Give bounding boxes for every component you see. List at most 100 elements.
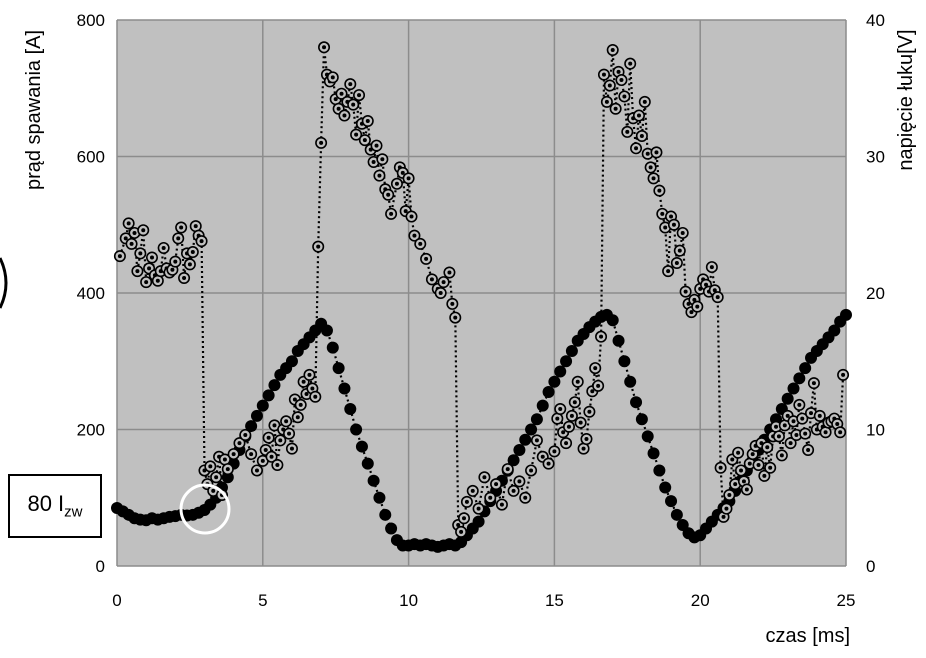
voltage-point [813, 409, 826, 422]
voltage-point [425, 273, 438, 286]
current-point [612, 334, 625, 347]
voltage-point-dot [386, 192, 391, 197]
voltage-point-dot [123, 236, 128, 241]
voltage-point-dot [555, 416, 560, 421]
annotation-prefix: 80 I [27, 491, 65, 517]
voltage-point [519, 491, 532, 504]
voltage-point-dot [272, 423, 277, 428]
voltage-point-dot [406, 176, 411, 181]
voltage-point [525, 464, 538, 477]
y-left-tick-label: 0 [96, 557, 105, 576]
voltage-point-dot [762, 473, 767, 478]
voltage-point [638, 95, 651, 108]
current-point [565, 345, 578, 358]
voltage-point-dot [648, 165, 653, 170]
voltage-point-dot [803, 431, 808, 436]
voltage-point-dot [800, 416, 805, 421]
voltage-point-dot [176, 236, 181, 241]
voltage-point-dot [225, 467, 230, 472]
x-axis-title: czas [ms] [766, 625, 850, 647]
voltage-point-dot [756, 462, 761, 467]
voltage-point-dot [144, 280, 149, 285]
voltage-point [711, 291, 724, 304]
current-point [554, 365, 567, 378]
voltage-point-dot [619, 78, 624, 83]
voltage-point [732, 446, 745, 459]
voltage-point-dot [409, 214, 414, 219]
voltage-point-dot [572, 400, 577, 405]
voltage-point-dot [671, 222, 676, 227]
voltage-point-dot [310, 386, 315, 391]
x-tick-label: 20 [691, 591, 710, 610]
voltage-point-dot [634, 146, 639, 151]
voltage-point [597, 68, 610, 81]
voltage-point-dot [724, 506, 729, 511]
voltage-point-dot [494, 482, 499, 487]
current-point [256, 399, 269, 412]
voltage-point [134, 247, 147, 260]
voltage-point [204, 460, 217, 473]
y-axis-left-title: prąd spawania [A] [23, 30, 45, 190]
voltage-point-dot [806, 447, 811, 452]
voltage-point [647, 172, 660, 185]
voltage-point [530, 434, 543, 447]
voltage-point-dot [727, 493, 732, 498]
voltage-point [449, 311, 462, 324]
voltage-point [472, 502, 485, 515]
current-point [250, 409, 263, 422]
voltage-point [113, 250, 126, 263]
voltage-point-dot [141, 228, 146, 233]
voltage-point [347, 98, 360, 111]
current-point [840, 308, 852, 321]
voltage-point-dot [607, 83, 612, 88]
y-left-tick-label: 400 [77, 284, 105, 303]
voltage-point-dot [558, 407, 563, 412]
voltage-point [644, 161, 657, 174]
voltage-point [405, 210, 418, 223]
voltage-point-dot [450, 301, 455, 306]
voltage-point [367, 155, 380, 168]
voltage-point [735, 464, 748, 477]
voltage-point-dot [278, 438, 283, 443]
voltage-point-dot [190, 250, 195, 255]
voltage-point [245, 448, 258, 461]
voltage-point-dot [779, 453, 784, 458]
voltage-point [125, 237, 138, 250]
voltage-point-dot [339, 91, 344, 96]
voltage-point-dot [654, 150, 659, 155]
voltage-point-dot [132, 230, 137, 235]
voltage-point [434, 286, 447, 299]
voltage-point [740, 483, 753, 496]
voltage-point [600, 95, 613, 108]
current-point [624, 375, 637, 388]
voltage-point [495, 498, 508, 511]
voltage-point-dot [610, 48, 615, 53]
voltage-point-dot [374, 143, 379, 148]
current-point [606, 314, 619, 327]
voltage-point [265, 450, 278, 463]
current-point [245, 420, 258, 433]
voltage-point [186, 246, 199, 259]
voltage-point-dot [354, 132, 359, 137]
voltage-point-dot [791, 419, 796, 424]
voltage-point [834, 426, 847, 439]
voltage-point-dot [187, 262, 192, 267]
voltage-point-dot [441, 280, 446, 285]
voltage-point-dot [739, 468, 744, 473]
voltage-point [807, 377, 820, 390]
voltage-point-dot [622, 94, 627, 99]
voltage-point-dot [639, 134, 644, 139]
voltage-point-dot [289, 446, 294, 451]
current-point [268, 379, 281, 392]
voltage-point [507, 484, 520, 497]
voltage-point-dot [736, 450, 741, 455]
voltage-point-dot [394, 181, 399, 186]
voltage-point [764, 461, 777, 474]
y-right-tick-label: 30 [866, 148, 885, 167]
voltage-point-dot [546, 461, 551, 466]
voltage-point-dot [313, 394, 318, 399]
voltage-point-dot [447, 270, 452, 275]
current-point [367, 474, 380, 487]
voltage-point [653, 184, 666, 197]
voltage-point-dot [307, 372, 312, 377]
